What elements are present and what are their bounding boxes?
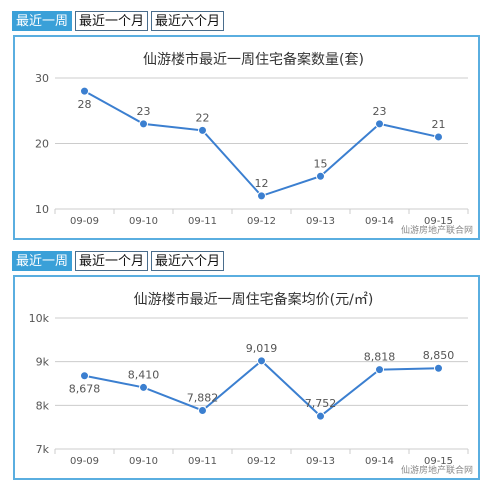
chart-title: 仙游楼市最近一周住宅备案均价(元/㎡) (134, 291, 374, 308)
tab-last-six-months[interactable]: 最近六个月 (151, 251, 225, 271)
y-tick-label: 9k (36, 356, 50, 369)
y-tick-label: 8k (36, 399, 50, 412)
x-tick-label: 09-10 (129, 216, 158, 227)
y-tick-label: 7k (36, 443, 50, 456)
tab-last-week[interactable]: 最近一周 (12, 11, 73, 31)
x-tick-label: 09-10 (129, 456, 158, 467)
data-point (80, 86, 89, 96)
x-tick-label: 09-09 (70, 216, 99, 227)
chart-panel-count: 仙游楼市最近一周住宅备案数量(套) 10 20 30 09-09 09-10 09-11 09… (13, 35, 480, 240)
data-label: 23 (373, 105, 387, 118)
tab-last-six-months[interactable]: 最近六个月 (151, 11, 225, 31)
data-label: 28 (78, 98, 92, 111)
x-tick-label: 09-11 (188, 456, 217, 467)
tab-last-month[interactable]: 最近一个月 (75, 11, 149, 31)
data-point (316, 171, 325, 181)
data-point (434, 132, 443, 142)
chart-panel-price: 仙游楼市最近一周住宅备案均价(元/㎡) 7k 8k 9k 10k 09-09 09-10 09… (13, 275, 480, 480)
data-label: 15 (314, 157, 328, 170)
x-tick-label: 09-12 (247, 456, 276, 467)
chart-title: 仙游楼市最近一周住宅备案数量(套) (143, 51, 364, 68)
x-tick-label: 09-12 (247, 216, 276, 227)
y-tick-label: 10k (29, 312, 50, 325)
tabs-bottom: 最近一周 最近一个月 最近六个月 (12, 251, 225, 273)
data-label: 22 (196, 111, 210, 124)
x-tick-label: 09-15 (424, 456, 453, 467)
x-tick-label: 09-09 (70, 456, 99, 467)
data-label: 21 (432, 118, 446, 131)
x-tick-label: 09-11 (188, 216, 217, 227)
chart-credit: 仙游房地产联合网 (401, 464, 473, 476)
data-label: 12 (255, 177, 269, 190)
data-point (434, 363, 443, 373)
data-point (80, 371, 89, 381)
data-label: 8,410 (128, 368, 160, 381)
chart-price: 仙游楼市最近一周住宅备案均价(元/㎡) 7k 8k 9k 10k 09-09 09-10 09… (29, 291, 473, 476)
x-tick-label: 09-15 (424, 216, 453, 227)
data-label: 7,752 (305, 397, 337, 410)
data-label: 8,678 (69, 383, 101, 396)
y-tick-label: 10 (35, 203, 49, 216)
data-point (316, 411, 325, 421)
data-label: 23 (137, 105, 151, 118)
data-label: 7,882 (187, 391, 219, 404)
tab-last-month[interactable]: 最近一个月 (75, 251, 149, 271)
data-point (198, 125, 207, 135)
data-point (139, 382, 148, 392)
y-tick-label: 30 (35, 72, 49, 85)
tabs-top: 最近一周 最近一个月 最近六个月 (12, 11, 225, 33)
data-label: 9,019 (246, 342, 278, 355)
x-tick-label: 09-13 (306, 456, 335, 467)
data-point (198, 405, 207, 415)
x-tick-label: 09-13 (306, 216, 335, 227)
chart-count: 仙游楼市最近一周住宅备案数量(套) 10 20 30 09-09 09-10 09-11 09… (35, 51, 473, 236)
data-label: 8,818 (364, 351, 396, 364)
data-point (257, 191, 266, 201)
data-point (257, 356, 266, 366)
data-label: 8,850 (423, 349, 455, 362)
y-tick-label: 20 (35, 138, 49, 151)
chart-credit: 仙游房地产联合网 (401, 224, 473, 236)
data-point (139, 119, 148, 129)
x-tick-label: 09-14 (365, 456, 394, 467)
x-tick-label: 09-14 (365, 216, 394, 227)
data-point (375, 365, 384, 375)
data-point (375, 119, 384, 129)
tab-last-week[interactable]: 最近一周 (12, 251, 73, 271)
